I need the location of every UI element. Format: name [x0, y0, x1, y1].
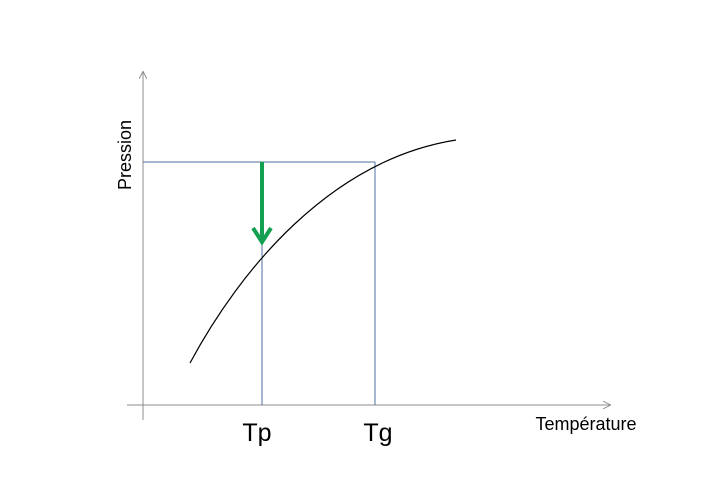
drop-arrow: [251, 162, 273, 246]
marker-label: Tp: [242, 419, 271, 447]
curve: [189, 139, 457, 364]
y-axis-label: Pression: [115, 120, 135, 190]
marker-label: Tg: [363, 419, 392, 447]
x-axis-label: Température: [535, 414, 636, 434]
